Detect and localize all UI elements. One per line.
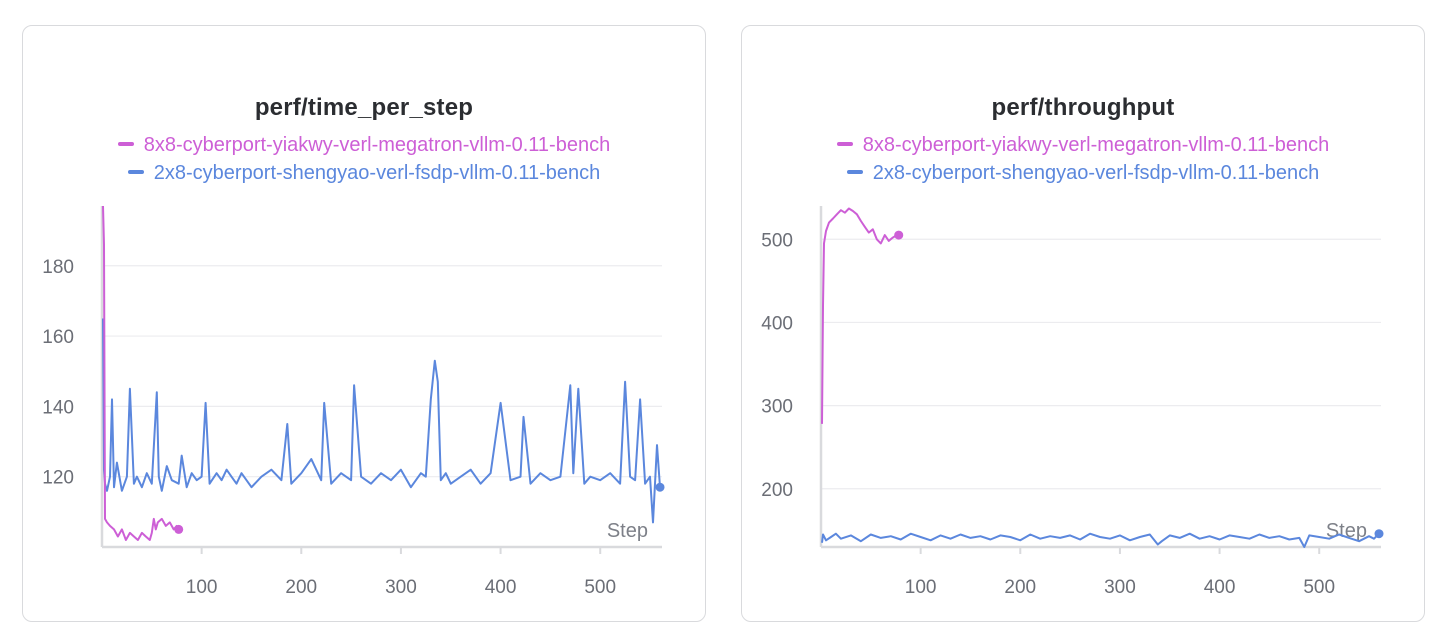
legend-item-fsdp[interactable]: 2x8-cyberport-shengyao-verl-fsdp-vllm-0.… xyxy=(742,162,1424,185)
x-tick-label: 400 xyxy=(485,577,517,598)
x-tick-label: 100 xyxy=(905,577,937,598)
x-tick-label: 200 xyxy=(285,577,317,598)
x-axis-label: Step xyxy=(607,520,648,542)
x-tick-label: 500 xyxy=(1303,577,1335,598)
series-end-point-1 xyxy=(1374,529,1384,539)
x-tick-label: 100 xyxy=(186,577,218,598)
legend-item-megatron[interactable]: 8x8-cyberport-yiakwy-verl-megatron-vllm-… xyxy=(742,134,1424,157)
y-tick-label: 200 xyxy=(761,480,793,501)
y-tick-label: 300 xyxy=(761,397,793,418)
y-tick-label: 120 xyxy=(42,468,74,489)
chart-panel-time-per-step[interactable]: perf/time_per_step 8x8-cyberport-yiakwy-… xyxy=(22,25,706,622)
legend-label: 2x8-cyberport-shengyao-verl-fsdp-vllm-0.… xyxy=(153,162,601,184)
legend-item-megatron[interactable]: 8x8-cyberport-yiakwy-verl-megatron-vllm-… xyxy=(23,134,705,157)
y-tick-label: 180 xyxy=(42,257,74,278)
x-axis-label: Step xyxy=(1326,520,1367,542)
chart-panel-throughput[interactable]: perf/throughput 8x8-cyberport-yiakwy-ver… xyxy=(741,25,1425,622)
x-tick-label: 300 xyxy=(385,577,417,598)
series-line-0 xyxy=(821,207,899,424)
legend-swatch-magenta xyxy=(117,141,134,146)
legend-swatch-blue xyxy=(846,169,863,174)
chart-title: perf/time_per_step xyxy=(254,94,474,121)
chart-title: perf/throughput xyxy=(991,94,1175,121)
series-line-1 xyxy=(821,532,1380,548)
series-end-point-1 xyxy=(655,482,665,492)
x-tick-label: 500 xyxy=(584,577,616,598)
series-end-point-0 xyxy=(174,524,184,534)
legend-swatch-magenta xyxy=(836,141,853,146)
legend-label: 2x8-cyberport-shengyao-verl-fsdp-vllm-0.… xyxy=(872,162,1320,184)
x-tick-label: 400 xyxy=(1204,577,1236,598)
y-tick-label: 400 xyxy=(761,313,793,334)
y-tick-label: 140 xyxy=(42,397,74,418)
legend-label: 8x8-cyberport-yiakwy-verl-megatron-vllm-… xyxy=(143,134,611,156)
series-end-point-0 xyxy=(894,230,904,240)
x-tick-label: 300 xyxy=(1104,577,1136,598)
line-plot[interactable]: 200 300 400 500 100 200 300 400 500 Step xyxy=(742,26,1426,623)
legend-item-fsdp[interactable]: 2x8-cyberport-shengyao-verl-fsdp-vllm-0.… xyxy=(23,162,705,185)
series-line-1 xyxy=(102,318,661,524)
legend-swatch-blue xyxy=(127,169,144,174)
x-tick-label: 200 xyxy=(1004,577,1036,598)
series-line-0 xyxy=(102,205,180,541)
legend-label: 8x8-cyberport-yiakwy-verl-megatron-vllm-… xyxy=(862,134,1330,156)
y-tick-label: 160 xyxy=(42,327,74,348)
line-plot[interactable]: 120 140 160 180 100 200 300 400 500 Step xyxy=(23,26,707,623)
y-tick-label: 500 xyxy=(761,230,793,251)
